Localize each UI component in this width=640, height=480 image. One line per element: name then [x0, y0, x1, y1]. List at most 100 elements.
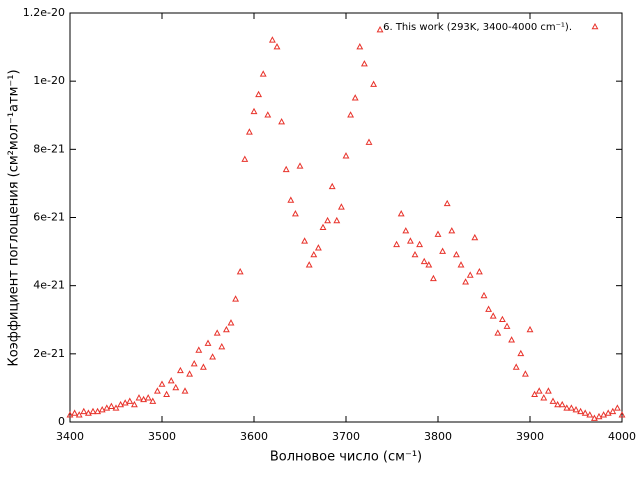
point	[310, 250, 318, 258]
x-axis-label: Волновое число (см⁻¹)	[270, 450, 422, 465]
point	[324, 216, 332, 224]
point	[337, 203, 345, 210]
point	[356, 43, 364, 50]
point	[121, 399, 129, 406]
point	[411, 250, 419, 258]
point	[604, 409, 612, 416]
point	[314, 244, 322, 251]
point	[618, 411, 626, 418]
point	[416, 240, 424, 248]
point	[245, 128, 253, 135]
point	[209, 353, 217, 360]
point	[163, 390, 171, 398]
point	[94, 407, 102, 415]
point	[586, 411, 594, 418]
point	[140, 395, 148, 403]
point	[351, 94, 359, 101]
point	[181, 387, 189, 394]
point	[347, 111, 355, 118]
legend-label: 6. This work (293K, 3400-4000 cm⁻¹).	[383, 22, 572, 33]
point	[222, 325, 230, 333]
point	[117, 400, 125, 408]
point	[80, 407, 88, 415]
point	[135, 394, 143, 401]
point	[89, 407, 97, 415]
point	[268, 36, 276, 43]
point	[402, 227, 410, 234]
point	[544, 387, 552, 394]
point	[489, 312, 497, 319]
point	[264, 111, 272, 118]
point	[535, 387, 543, 394]
point	[112, 404, 120, 411]
point	[567, 404, 575, 411]
point	[577, 407, 585, 415]
point	[176, 366, 184, 374]
point	[328, 182, 336, 190]
point	[301, 237, 309, 244]
point	[439, 247, 447, 254]
point	[360, 60, 368, 67]
y-tick-label: 1e-20	[33, 74, 65, 87]
point	[232, 295, 240, 302]
point	[218, 342, 226, 350]
y-axis-label: Коэффициент поглощения (см²мол⁻¹атм⁻¹)	[7, 69, 22, 366]
point	[494, 329, 502, 336]
point	[255, 90, 263, 98]
x-tick-label: 3800	[424, 430, 452, 443]
point	[563, 404, 571, 411]
point	[600, 411, 608, 418]
point	[406, 237, 414, 244]
y-tick-label: 8e-21	[33, 142, 65, 155]
point	[259, 70, 267, 77]
point	[71, 409, 79, 416]
point	[250, 107, 258, 115]
y-tick-label: 1.2e-20	[23, 6, 65, 19]
point	[480, 291, 488, 299]
point	[397, 210, 405, 217]
point	[434, 230, 442, 237]
point	[278, 118, 286, 125]
point	[130, 400, 138, 408]
point	[508, 336, 516, 343]
point	[319, 223, 327, 231]
point	[429, 274, 437, 282]
point	[448, 227, 456, 234]
point	[107, 402, 115, 409]
point	[287, 196, 295, 203]
point	[554, 400, 562, 408]
point	[521, 370, 529, 377]
point	[204, 339, 212, 346]
y-tick-label: 2e-21	[33, 347, 65, 360]
point	[241, 155, 249, 162]
point	[126, 397, 134, 404]
point	[236, 267, 244, 275]
point	[549, 397, 557, 404]
point	[457, 261, 465, 268]
point	[425, 261, 433, 268]
point	[153, 387, 161, 394]
point	[144, 394, 152, 401]
point	[149, 397, 157, 404]
point	[475, 267, 483, 275]
y-tick-label: 4e-21	[33, 279, 65, 292]
point	[282, 165, 290, 173]
point	[158, 380, 166, 387]
point	[512, 363, 520, 370]
point	[291, 210, 299, 217]
point	[98, 406, 106, 413]
point	[581, 409, 589, 416]
point	[517, 349, 525, 357]
point	[342, 152, 350, 159]
point	[558, 400, 566, 408]
point	[75, 411, 83, 418]
point	[370, 80, 378, 87]
point	[462, 278, 470, 285]
point	[273, 43, 281, 50]
point	[503, 322, 511, 329]
point	[172, 383, 180, 391]
point	[186, 370, 194, 377]
point	[613, 404, 621, 411]
point	[195, 346, 203, 353]
